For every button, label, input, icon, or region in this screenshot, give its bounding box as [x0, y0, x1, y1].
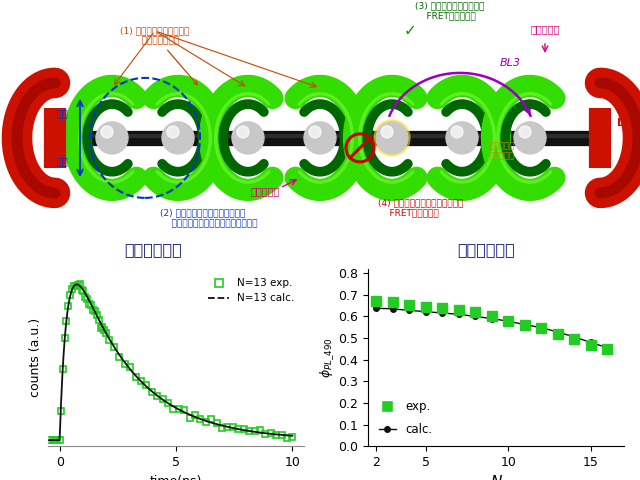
Text: (3) 平行な色素サイト間の
    FRET移動は許容: (3) 平行な色素サイト間の FRET移動は許容	[415, 1, 484, 20]
Circle shape	[374, 120, 410, 156]
Text: 遷移双極子
モーメント: 遷移双極子 モーメント	[490, 141, 515, 161]
Circle shape	[309, 126, 321, 138]
Circle shape	[381, 126, 393, 138]
X-axis label: N: N	[490, 475, 502, 480]
Circle shape	[514, 122, 546, 154]
Circle shape	[237, 126, 249, 138]
Text: 蛍光減衰曲線: 蛍光減衰曲線	[125, 242, 182, 257]
Text: 平行: 平行	[56, 108, 68, 118]
Circle shape	[519, 126, 531, 138]
Y-axis label: $\phi_{PL\_490}$: $\phi_{PL\_490}$	[317, 337, 335, 378]
Legend: N=13 exp., N=13 calc.: N=13 exp., N=13 calc.	[204, 274, 299, 308]
Text: ✓: ✓	[404, 24, 417, 38]
Legend: exp., calc.: exp., calc.	[374, 396, 438, 441]
Circle shape	[232, 122, 264, 154]
Text: (1) ジビリン色素サイトが
    規則正しく配列: (1) ジビリン色素サイトが 規則正しく配列	[120, 26, 197, 85]
Circle shape	[162, 122, 194, 154]
X-axis label: time(ns): time(ns)	[150, 475, 202, 480]
Circle shape	[376, 122, 408, 154]
Circle shape	[304, 122, 336, 154]
Circle shape	[167, 126, 179, 138]
Text: 最近接移動: 最近接移動	[250, 186, 280, 196]
Circle shape	[101, 126, 113, 138]
Text: (2) 配位構造と立体障害によって
    ジビリン色素サイト間の配向が固定: (2) 配位構造と立体障害によって ジビリン色素サイト間の配向が固定	[160, 208, 257, 228]
Text: 蛍光量子収率: 蛍光量子収率	[458, 242, 515, 257]
Text: (4) 直交している色素サイト間の
    FRET移動は禁制: (4) 直交している色素サイト間の FRET移動は禁制	[378, 198, 463, 217]
Circle shape	[96, 122, 128, 154]
Text: L1: L1	[617, 118, 632, 128]
Text: 最近接移動: 最近接移動	[531, 24, 560, 34]
Y-axis label: counts (a.u.): counts (a.u.)	[29, 318, 42, 397]
Text: BL3: BL3	[499, 58, 520, 68]
Circle shape	[451, 126, 463, 138]
Text: 直交: 直交	[56, 156, 68, 166]
Circle shape	[446, 122, 478, 154]
